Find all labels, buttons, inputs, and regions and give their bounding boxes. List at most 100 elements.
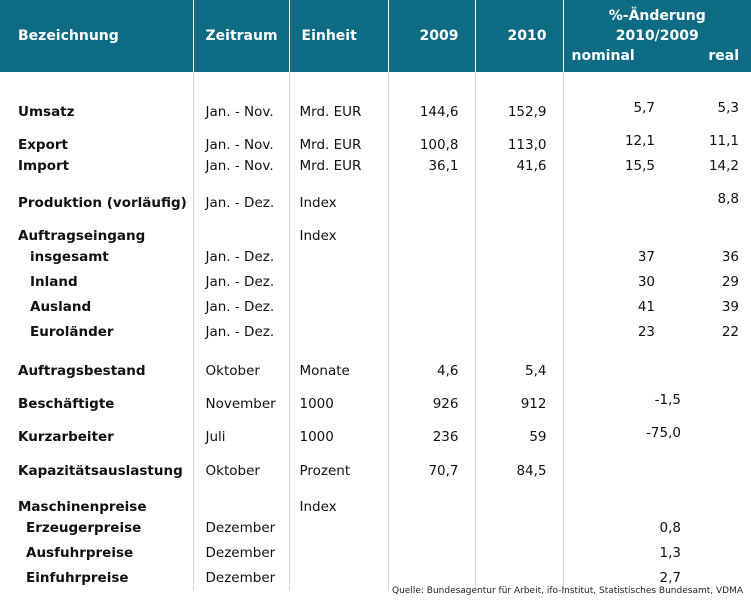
row-value-2009 [388, 269, 476, 294]
row-change: 41 39 [563, 294, 751, 319]
header-2010: 2010 [475, 0, 564, 72]
row-period: Juli [193, 412, 290, 445]
row-label: Export [0, 120, 194, 153]
table-row: Kapazitätsauslastung Oktober Prozent 70,7 84… [0, 445, 751, 479]
row-change-combined: -1,5 [654, 392, 681, 408]
table-row: Export Jan. - Nov. Mrd. EUR 100,8 113,0 12,1 1… [0, 120, 751, 153]
table-header-row: Bezeichnung Zeitraum Einheit 2009 2010 %… [0, 0, 751, 72]
row-label: Einfuhrpreise [0, 565, 194, 590]
row-change: 30 29 [563, 269, 751, 294]
table-row: Beschäftigte November 1000 926 912 -1,5 [0, 379, 751, 412]
row-label: Import [0, 153, 194, 178]
row-label: Auftragsbestand [0, 344, 194, 379]
row-change-real: 14,2 [708, 158, 739, 174]
row-value-2009: 144,6 [388, 72, 476, 120]
table-row: Kurzarbeiter Juli 1000 236 59 -75,0 [0, 412, 751, 445]
row-change-nominal: 30 [637, 274, 655, 290]
row-value-2009: 926 [388, 379, 476, 412]
row-label: Erzeugerpreise [0, 515, 194, 540]
row-period: Jan. - Dez. [193, 269, 290, 294]
row-unit: Index [289, 178, 389, 211]
row-label: Ausfuhrpreise [0, 540, 194, 565]
row-unit [289, 294, 389, 319]
row-period: Dezember [193, 540, 290, 565]
row-change: 15,5 14,2 [563, 153, 751, 178]
row-value-2009 [388, 244, 476, 269]
row-change: 5,7 5,3 [563, 72, 751, 120]
row-value-2009 [388, 211, 476, 244]
row-change-nominal: 41 [637, 299, 655, 315]
row-value-2010 [475, 515, 564, 540]
row-value-2010 [475, 319, 564, 344]
row-label: Umsatz [0, 72, 194, 120]
row-change-real: 11,1 [708, 133, 739, 149]
row-period: Jan. - Dez. [193, 178, 290, 211]
row-label: Kurzarbeiter [0, 412, 194, 445]
header-change-line2: 2010/2009 [615, 28, 699, 44]
row-value-2009: 100,8 [388, 120, 476, 153]
row-change-nominal: 12,1 [624, 133, 655, 149]
row-value-2010 [475, 211, 564, 244]
row-change: 12,1 11,1 [563, 120, 751, 153]
row-change: 2,7 [563, 565, 751, 590]
row-label: Ausland [0, 294, 194, 319]
row-unit: Mrd. EUR [289, 72, 389, 120]
row-change: -75,0 [563, 412, 751, 445]
table-row: Euroländer Jan. - Dez. 23 22 [0, 319, 751, 344]
row-unit: Index [289, 211, 389, 244]
row-change-real: 8,8 [717, 191, 739, 207]
row-unit: Index [289, 479, 389, 515]
row-value-2009 [388, 515, 476, 540]
row-label: Produktion (vorläufig) [0, 178, 194, 211]
header-change-line1: %-Änderung [608, 8, 706, 24]
row-value-2010 [475, 565, 564, 590]
table-row: Einfuhrpreise Dezember 2,7 [0, 565, 751, 590]
row-value-2010: 152,9 [475, 72, 564, 120]
row-change-nominal: 37 [637, 249, 655, 265]
row-value-2010: 912 [475, 379, 564, 412]
row-value-2010: 84,5 [475, 445, 564, 479]
row-unit [289, 515, 389, 540]
row-change [563, 479, 751, 515]
table-body: Umsatz Jan. - Nov. Mrd. EUR 144,6 152,9 5,7 5,… [0, 72, 751, 590]
row-value-2009 [388, 319, 476, 344]
row-label: insgesamt [0, 244, 194, 269]
row-value-2009: 36,1 [388, 153, 476, 178]
row-value-2010 [475, 178, 564, 211]
row-period: Jan. - Nov. [193, 153, 290, 178]
row-value-2009 [388, 178, 476, 211]
row-period: November [193, 379, 290, 412]
row-change-real: 22 [721, 324, 739, 340]
row-value-2010: 113,0 [475, 120, 564, 153]
row-period: Dezember [193, 565, 290, 590]
row-change-real: 36 [721, 249, 739, 265]
header-change-title: %-Änderung 2010/2009 [564, 6, 751, 46]
row-change-real: 29 [721, 274, 739, 290]
row-period: Jan. - Nov. [193, 72, 290, 120]
row-period: Oktober [193, 344, 290, 379]
row-period: Jan. - Dez. [193, 319, 290, 344]
row-label: Maschinenpreise [0, 479, 194, 515]
table-row: Import Jan. - Nov. Mrd. EUR 36,1 41,6 15,5 14,… [0, 153, 751, 178]
row-value-2009: 236 [388, 412, 476, 445]
row-change-real: 5,3 [717, 100, 739, 116]
row-change-real: 39 [721, 299, 739, 315]
row-change-combined: -75,0 [646, 425, 681, 441]
header-einheit: Einheit [289, 0, 389, 72]
row-value-2010 [475, 294, 564, 319]
table-row: Ausland Jan. - Dez. 41 39 [0, 294, 751, 319]
table-row: Produktion (vorläufig) Jan. - Dez. Index 8,… [0, 178, 751, 211]
row-unit: Monate [289, 344, 389, 379]
row-label: Auftragseingang [0, 211, 194, 244]
row-unit: 1000 [289, 412, 389, 445]
row-change-combined: 0,8 [659, 520, 681, 536]
row-change: -1,5 [563, 379, 751, 412]
row-value-2010 [475, 269, 564, 294]
table-row: Inland Jan. - Dez. 30 29 [0, 269, 751, 294]
table-row: insgesamt Jan. - Dez. 37 36 [0, 244, 751, 269]
row-value-2010: 41,6 [475, 153, 564, 178]
row-change: 37 36 [563, 244, 751, 269]
row-label: Inland [0, 269, 194, 294]
source-note: Quelle: Bundesagentur für Arbeit, ifo-In… [392, 586, 743, 596]
